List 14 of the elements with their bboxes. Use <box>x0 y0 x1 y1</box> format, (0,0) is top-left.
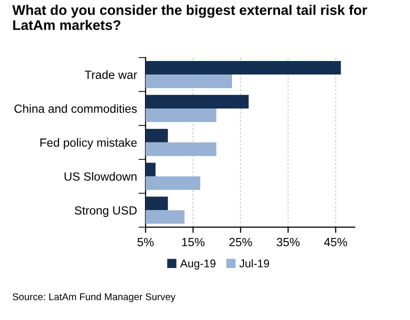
source-note: Source: LatAm Fund Manager Survey <box>12 293 176 302</box>
x-tick-label: 5% <box>137 238 154 246</box>
y-tick-label: Strong USD <box>74 206 137 217</box>
y-tick-label: US Slowdown <box>64 172 136 181</box>
x-tick-label: 45% <box>324 238 348 246</box>
chart-title: What do you consider the biggest external tail risk for LatAm markets? <box>12 4 368 30</box>
y-tick-label: Fed policy mistake <box>40 138 137 150</box>
x-tick-label: 15% <box>182 238 204 246</box>
y-tick-label: Trade war <box>84 70 138 79</box>
legend-label: Aug-19 <box>180 260 216 270</box>
legend-label: Jul-19 <box>239 259 270 268</box>
x-tick-label: 25% <box>229 238 252 246</box>
y-tick-label: China and commodities <box>14 104 137 113</box>
x-tick-label: 35% <box>276 238 300 246</box>
